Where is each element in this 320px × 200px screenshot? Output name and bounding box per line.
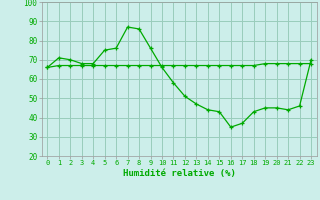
X-axis label: Humidité relative (%): Humidité relative (%) (123, 169, 236, 178)
